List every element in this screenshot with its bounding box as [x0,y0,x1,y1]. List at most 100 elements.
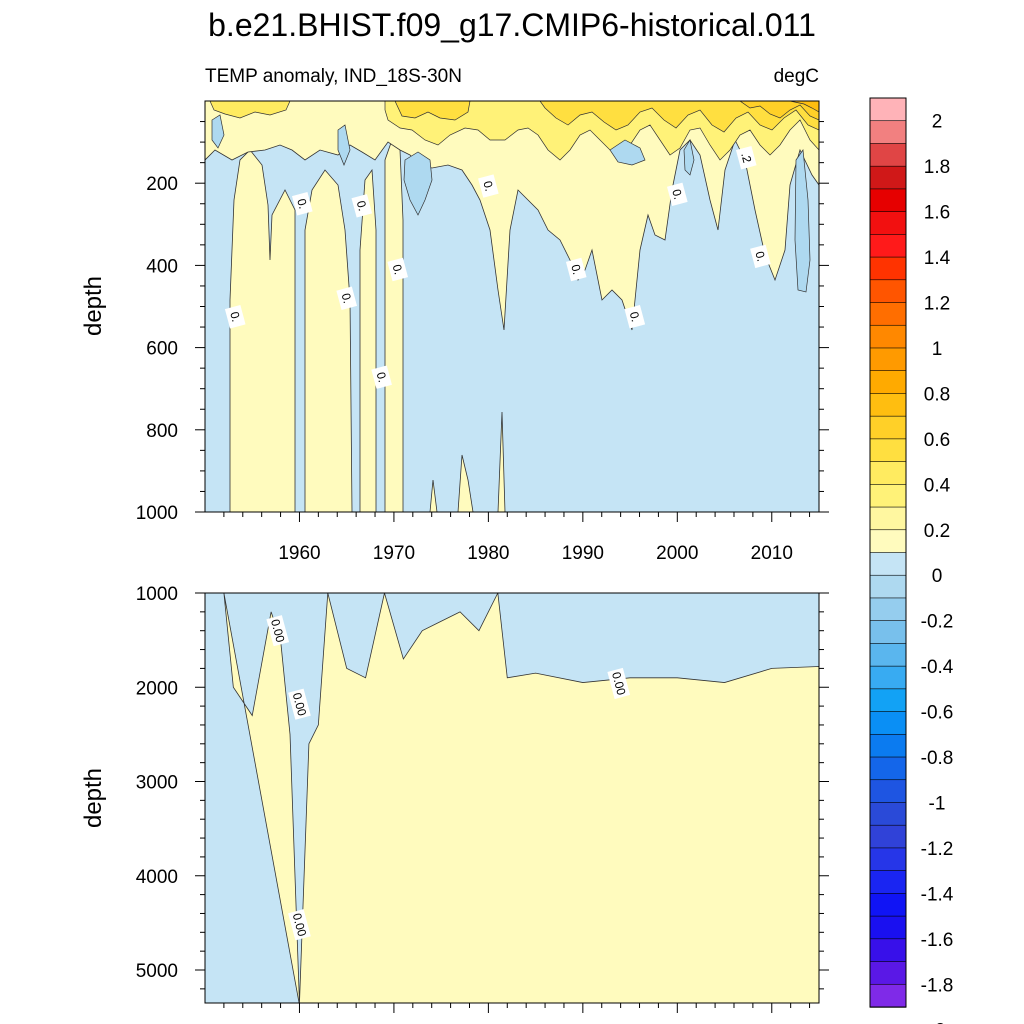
colorbar-label: 1.2 [924,294,950,315]
warm-layer [394,101,471,121]
y-tick-label: 200 [146,174,178,195]
contour-label-text: 0. [752,250,768,263]
contour-label: 0.00 [266,615,290,647]
upper-x-axis: 1960 1970 1980 1990 2000 2010 [223,512,811,564]
contour-label-text: 0. [227,310,243,323]
y-tick-label: 800 [146,421,178,442]
contour-label-bg [565,257,587,282]
y-tick-label: 1000 [136,584,178,605]
figure-title: b.e21.BHIST.f09_g17.CMIP6-historical.011 [208,7,816,43]
y-tick-label: 600 [146,339,178,360]
colorbar-swatch [869,983,907,1008]
colorbar-swatch [869,597,907,622]
x-tick-label: 1960 [278,543,320,564]
contour-label-bg [266,615,290,647]
contour-label-bg [371,365,392,389]
cold-pocket [337,124,351,166]
warm-region [229,149,296,512]
lower-x-axis [223,1003,811,1013]
colorbar-swatch [869,256,907,281]
upper-y-axis: 200 400 600 800 1000 [136,121,829,524]
warm-region [457,454,474,512]
cold-pocket [211,114,225,149]
contour-label-text: 0. [480,179,496,192]
contour-label-text: 0. [294,197,310,210]
colorbar-swatch [869,620,907,645]
contour-label: 0. [224,305,246,329]
contour-label-bg [288,688,311,720]
colorbar-label: 0.2 [924,521,950,542]
contour-label-bg [735,145,757,170]
contour-label-text: 0.00 [290,691,310,717]
colorbar-swatch [869,506,907,531]
contour-label-bg [387,257,409,282]
colorbar-swatch [869,438,907,463]
warm-layer [739,101,819,121]
x-tick-label: 2010 [751,543,793,564]
colorbar-swatch [869,688,907,713]
warm-region [359,168,377,512]
upper-panel: TEMP anomaly, IND_18S-30N degC [80,66,829,564]
contour-label: 0. [291,192,313,216]
cold-pocket [683,139,695,176]
contour-label: 0.00 [288,688,311,720]
colorbar-swatch [869,143,907,167]
contour-label-bg [624,305,646,329]
contour-label: 0. [624,305,646,329]
warm-region [497,411,506,512]
colorbar-swatch [869,120,907,145]
contour-label: 0. [565,257,587,282]
contour-label-bg [336,286,358,311]
upper-warm-layers [209,101,819,161]
colorbar-swatch [869,347,907,372]
warm-region [384,139,404,512]
colorbar-label: 0.4 [924,475,951,496]
colorbar-label: 1.4 [924,248,951,269]
colorbar-swatch [869,711,907,736]
colorbar-label: -1.4 [921,884,954,905]
contour-label: 0. [750,244,771,269]
colorbar-label: 1 [932,339,943,360]
y-tick-label: 5000 [136,961,178,982]
contour-label-bg [288,909,311,941]
colorbar-label: -1.8 [921,975,954,996]
lower-contour-labels: 0.00 0.00 0.00 0.00 [266,615,631,941]
colorbar-label: 0 [932,566,943,587]
y-tick-label: 2000 [136,678,178,699]
colorbar-swatch [869,938,907,963]
colorbar-label: -0.4 [921,657,954,678]
y-tick-label: 4000 [136,867,178,888]
contour-label-bg [224,305,246,329]
colorbar-swatch [869,915,907,940]
contour-label-text: 0.00 [290,912,310,938]
colorbar-swatch [869,211,907,236]
y-tick-label: 400 [146,256,178,277]
contour-label-text: .2 [738,151,754,165]
warm-region [429,479,438,512]
contour-label-text: 0. [627,310,643,323]
contour-label: 0. [371,365,392,389]
x-tick-label: 1980 [467,543,509,564]
colorbar-label: -0.2 [921,612,954,633]
colorbar-swatch [869,529,907,554]
y-tick-label: 1000 [136,503,178,524]
colorbar-swatch [869,302,907,326]
contour-label: 0. [336,286,358,311]
contour-label-text: 0. [354,199,370,212]
colorbar-swatch [869,552,907,576]
colorbar-swatch [869,165,907,190]
contour-label: 0. [666,182,688,207]
colorbar-label: 0.8 [924,384,950,405]
contour-label-text: 0. [568,263,584,276]
colorbar-swatch [869,188,907,213]
upper-subtitle-right: degC [774,66,819,87]
contour-label-text: 0.00 [268,618,288,644]
colorbar-label: -1 [929,793,946,814]
colorbar-swatch [869,733,907,758]
warm-layer [789,101,819,113]
colorbar-swatch [869,870,907,895]
colorbar-swatch [869,415,907,440]
colorbar-label: -0.6 [921,703,954,724]
colorbar-swatch [869,393,907,417]
